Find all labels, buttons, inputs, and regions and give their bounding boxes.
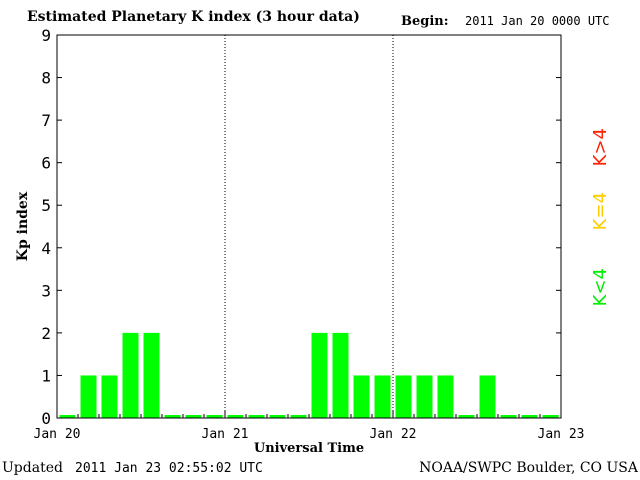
- kp-bar: [185, 415, 202, 418]
- kp-bar: [521, 415, 538, 418]
- y-axis-label: Kp index: [15, 191, 31, 261]
- kp-bar: [332, 332, 349, 418]
- y-tick-label: 6: [41, 154, 51, 173]
- kp-bar: [479, 375, 496, 418]
- y-tick-label: 5: [41, 196, 51, 215]
- y-tick-label: 8: [41, 69, 51, 88]
- kp-bar: [542, 415, 559, 418]
- kp-bar: [269, 415, 286, 418]
- y-tick-label: 3: [41, 281, 51, 300]
- begin-value: 2011 Jan 20 0000 UTC: [465, 14, 610, 28]
- kp-bar: [122, 332, 139, 418]
- y-tick-label: 0: [41, 409, 51, 428]
- y-tick-label: 7: [41, 111, 51, 130]
- kp-bar: [143, 332, 160, 418]
- legend-k-equal-4: K=4: [590, 192, 611, 231]
- chart-title: Estimated Planetary K index (3 hour data…: [27, 9, 360, 25]
- begin-label: Begin:: [401, 14, 449, 29]
- kp-bar: [416, 375, 433, 418]
- legend-k-greater-4: K>4: [590, 128, 611, 167]
- kp-bar: [311, 332, 328, 418]
- kp-bar: [458, 415, 475, 418]
- x-tick-label: Jan 21: [202, 427, 249, 442]
- kp-bar: [248, 415, 265, 418]
- kp-bar: [290, 415, 307, 418]
- y-tick-label: 1: [41, 366, 51, 385]
- legend-k-less-4: K<4: [590, 268, 611, 307]
- kp-bar: [59, 415, 76, 418]
- x-tick-label: Jan 20: [34, 427, 81, 442]
- y-tick-label: 2: [41, 324, 51, 343]
- kp-bar: [101, 375, 118, 418]
- updated-label: Updated: [2, 460, 63, 476]
- x-tick-label: Jan 22: [370, 427, 417, 442]
- x-tick-label: Jan 23: [538, 427, 585, 442]
- kp-bar: [437, 375, 454, 418]
- kp-bar: [206, 415, 223, 418]
- kp-bar: [227, 415, 244, 418]
- x-axis-label: Universal Time: [254, 441, 364, 456]
- kp-bar: [164, 415, 181, 418]
- kp-bar: [500, 415, 517, 418]
- y-tick-label: 9: [41, 26, 51, 45]
- kp-bar: [353, 375, 370, 418]
- y-tick-label: 4: [41, 239, 51, 258]
- kp-bar: [395, 375, 412, 418]
- kp-bar: [374, 375, 391, 418]
- kp-bar: [80, 375, 97, 418]
- updated-value: 2011 Jan 23 02:55:02 UTC: [75, 461, 263, 476]
- credit-text: NOAA/SWPC Boulder, CO USA: [419, 460, 638, 476]
